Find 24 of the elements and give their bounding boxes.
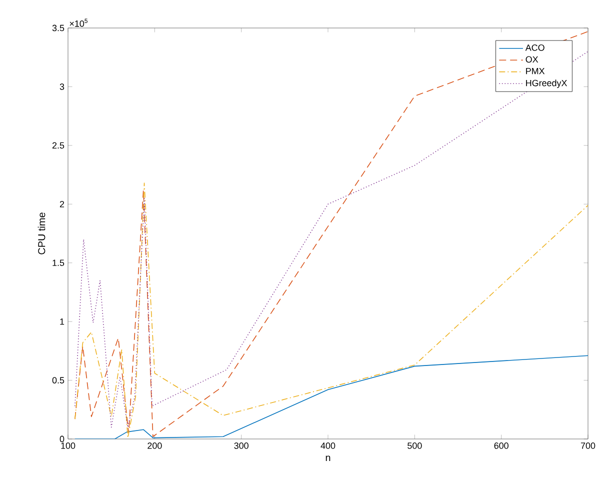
y-tick-label: 1 — [60, 318, 64, 325]
legend-label: PMX — [526, 68, 545, 74]
x-tick-label: 200 — [148, 442, 162, 449]
y-tick-label: 3.5 — [52, 24, 64, 32]
y-tick-label: 0 — [60, 436, 64, 442]
x-tick-label: 500 — [408, 442, 422, 449]
legend-label: HGreedyX — [526, 80, 568, 88]
line-series — [74, 182, 588, 438]
legend-label: ACO — [525, 44, 544, 51]
x-tick-label: 100 — [61, 442, 76, 449]
y-tick-label: 1.5 — [52, 260, 64, 266]
y-axis-title: CPU time — [38, 212, 46, 254]
y-tick-label: 0.5 — [52, 377, 64, 384]
x-tick-label: 300 — [234, 442, 248, 449]
x-axis-title: n — [326, 456, 330, 462]
text: ×10$^{5}$ — [70, 18, 88, 27]
y-tick-label: 3 — [60, 84, 64, 90]
x-tick-label: 600 — [494, 442, 508, 449]
line-series — [74, 355, 588, 439]
y-tick-label: 2.5 — [52, 142, 64, 149]
x-tick-label: 700 — [580, 442, 596, 449]
legend-label: OX — [526, 56, 538, 63]
y-tick-label: 2 — [60, 200, 64, 208]
x-tick-label: 400 — [320, 442, 336, 449]
